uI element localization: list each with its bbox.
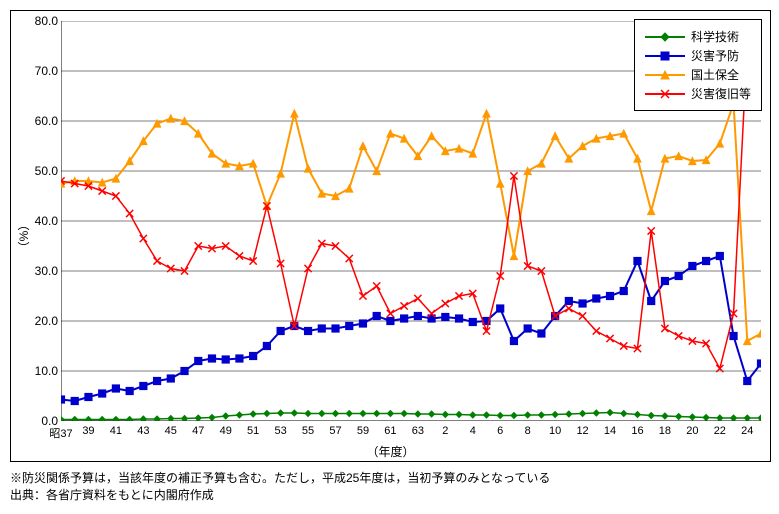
- legend-item: 科学技術: [645, 28, 751, 45]
- y-tick: 30.0: [18, 264, 58, 278]
- x-tick: 57: [329, 425, 341, 437]
- x-tick: 43: [137, 425, 149, 437]
- x-tick: 4: [470, 425, 476, 437]
- x-tick: 18: [659, 425, 671, 437]
- legend-label: 国土保全: [691, 66, 739, 83]
- y-tick: 10.0: [18, 364, 58, 378]
- chart-container: （%） 0.010.020.030.040.050.060.070.080.0 …: [10, 10, 771, 462]
- legend-label: 災害予防: [691, 47, 739, 64]
- x-tick: 45: [165, 425, 177, 437]
- x-tick: 20: [686, 425, 698, 437]
- x-tick: 2: [442, 425, 448, 437]
- x-tick: 10: [549, 425, 561, 437]
- x-tick: 8: [525, 425, 531, 437]
- y-tick: 80.0: [18, 14, 58, 28]
- x-axis-title: （年度）: [366, 443, 414, 460]
- x-tick: 47: [192, 425, 204, 437]
- footnote-1: ※防災関係予算は，当該年度の補正予算も含む。ただし，平成25年度は，当初予算のみ…: [10, 470, 769, 487]
- x-tick: 55: [302, 425, 314, 437]
- y-tick: 40.0: [18, 214, 58, 228]
- x-tick: 53: [274, 425, 286, 437]
- x-tick: 63: [412, 425, 424, 437]
- y-tick: 70.0: [18, 64, 58, 78]
- legend: 科学技術災害予防国土保全災害復旧等: [634, 19, 762, 111]
- legend-item: 国土保全: [645, 66, 751, 83]
- legend-item: 災害予防: [645, 47, 751, 64]
- x-tick: 16: [631, 425, 643, 437]
- y-tick: 20.0: [18, 314, 58, 328]
- legend-label: 災害復旧等: [691, 85, 751, 102]
- footnote-2: 出典：各省庁資料をもとに内閣府作成: [10, 487, 769, 504]
- y-tick: 60.0: [18, 114, 58, 128]
- legend-label: 科学技術: [691, 28, 739, 45]
- x-tick: 昭37: [49, 425, 72, 441]
- x-tick: 12: [576, 425, 588, 437]
- x-tick: 22: [714, 425, 726, 437]
- x-tick: 14: [604, 425, 616, 437]
- legend-item: 災害復旧等: [645, 85, 751, 102]
- x-tick: 41: [110, 425, 122, 437]
- x-tick: 59: [357, 425, 369, 437]
- footnotes: ※防災関係予算は，当該年度の補正予算も含む。ただし，平成25年度は，当初予算のみ…: [10, 470, 769, 504]
- x-tick: 51: [247, 425, 259, 437]
- x-tick: 49: [220, 425, 232, 437]
- x-tick: 6: [497, 425, 503, 437]
- x-tick: 61: [384, 425, 396, 437]
- x-tick: 39: [82, 425, 94, 437]
- y-tick: 50.0: [18, 164, 58, 178]
- x-tick: 24: [741, 425, 753, 437]
